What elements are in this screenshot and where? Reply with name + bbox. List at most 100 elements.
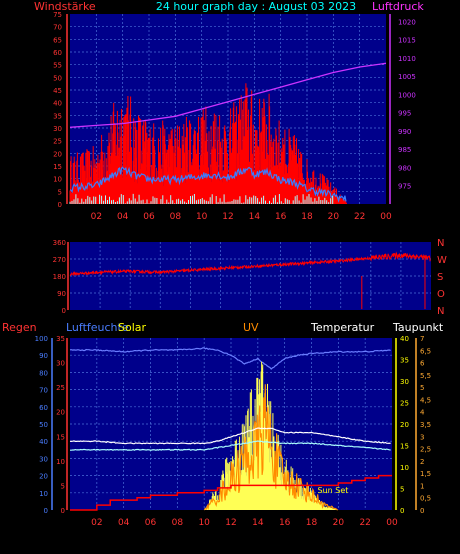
wind-average-series: [69, 166, 347, 203]
temperature-tick-label: 40: [400, 335, 409, 343]
wind-min-series: [69, 193, 334, 204]
temperature-tick-label: 30: [400, 378, 409, 386]
wind-tick-label: 60: [53, 49, 62, 57]
x-tick-label: 14: [252, 518, 264, 528]
rain-tick-label: 35: [56, 335, 65, 343]
wind-tick-label: 70: [53, 24, 62, 32]
humidity-tick-label: 0: [44, 507, 48, 515]
x-tick-label: 16: [275, 212, 287, 222]
wind-tick-label: 30: [53, 125, 62, 133]
uv-tick-label: 2,5: [420, 446, 431, 454]
pressure-axis-title: Luftdruck: [372, 0, 424, 13]
uv-series: [203, 384, 338, 511]
temperature-tick-label: 15: [400, 443, 409, 451]
uv-tick-label: 6: [420, 360, 425, 368]
luftfeuchte-label: Luftfeuchte: [66, 321, 129, 334]
x-tick-label: 12: [222, 212, 233, 222]
x-tick-label: 06: [143, 212, 155, 222]
pressure-tick-label: 990: [398, 128, 411, 136]
x-tick-label: 18: [306, 518, 318, 528]
wind-tick-label: 40: [53, 100, 62, 108]
uv-label: UV: [243, 321, 259, 334]
direction-compass-label: S: [437, 272, 443, 283]
humidity-tick-label: 20: [39, 473, 48, 481]
x-tick-label: 08: [170, 212, 182, 222]
dewpoint-series: [70, 440, 391, 451]
uv-tick-label: 5,5: [420, 372, 431, 380]
pressure-tick-label: 1010: [398, 55, 416, 63]
pressure-tick-label: 975: [398, 183, 411, 191]
direction-compass-label: O: [437, 289, 445, 300]
wind-tick-label: 10: [53, 176, 62, 184]
wind-tick-label: 45: [53, 87, 62, 95]
x-tick-label: 02: [91, 518, 102, 528]
x-tick-label: 00: [386, 518, 398, 528]
rain-tick-label: 0: [61, 507, 65, 515]
pressure-tick-label: 1015: [398, 37, 416, 45]
x-tick-label: 16: [279, 518, 291, 528]
pressure-tick-label: 1020: [398, 18, 416, 26]
x-tick-label: 18: [301, 212, 313, 222]
x-tick-label: 06: [145, 518, 157, 528]
humidity-tick-label: 100: [35, 335, 48, 343]
x-tick-label: 08: [172, 518, 184, 528]
uv-tick-label: 1,5: [420, 470, 431, 478]
direction-tick-label: 270: [53, 256, 66, 264]
wind-tick-label: 35: [53, 112, 62, 120]
direction-compass-label: W: [437, 255, 447, 266]
wind-pressure-panel: 0510152025303540455055606570759759809859…: [53, 11, 416, 222]
humidity-tick-label: 30: [39, 455, 48, 463]
x-tick-label: 20: [333, 518, 345, 528]
uv-tick-label: 7: [420, 335, 424, 343]
x-tick-label: 04: [118, 518, 130, 528]
rain-tick-label: 10: [56, 458, 65, 466]
uv-tick-label: 4,5: [420, 396, 431, 404]
humidity-tick-label: 50: [39, 421, 48, 429]
humidity-tick-label: 10: [39, 490, 48, 498]
temperature-tick-label: 0: [400, 507, 404, 515]
humidity-tick-label: 70: [39, 387, 48, 395]
uv-tick-label: 0,5: [420, 495, 431, 503]
uv-tick-label: 0: [420, 507, 424, 515]
humidity-series: [69, 347, 391, 370]
direction-tick-label: 90: [57, 290, 66, 298]
x-tick-label: 22: [359, 518, 370, 528]
uv-tick-label: 6,5: [420, 347, 431, 355]
wind-tick-label: 55: [53, 62, 62, 70]
chart-title: 24 hour graph day : August 03 2023: [156, 0, 356, 13]
humidity-tick-label: 60: [39, 404, 48, 412]
direction-tick-label: 360: [53, 239, 66, 247]
uv-tick-label: 1: [420, 482, 424, 490]
pressure-series: [69, 62, 387, 128]
x-tick-label: 10: [198, 518, 210, 528]
temperature-tick-label: 25: [400, 400, 409, 408]
rain-tick-label: 5: [61, 482, 65, 490]
wind-tick-label: 65: [53, 36, 62, 44]
pressure-tick-label: 980: [398, 164, 411, 172]
x-tick-label: 12: [225, 518, 236, 528]
solar-label: Solar: [118, 321, 147, 334]
pressure-tick-label: 985: [398, 146, 411, 154]
x-tick-label: 14: [249, 212, 261, 222]
wind-series: [69, 83, 347, 204]
sun-set-label: Sun Set: [318, 486, 349, 495]
uv-tick-label: 3: [420, 433, 424, 441]
wind-tick-label: 0: [58, 201, 62, 209]
rain-tick-label: 20: [56, 409, 65, 417]
wind-tick-label: 75: [53, 11, 62, 19]
temperature-tick-label: 5: [400, 486, 404, 494]
temperature-tick-label: 35: [400, 357, 409, 365]
rain-tick-label: 30: [56, 360, 65, 368]
humidity-tick-label: 90: [39, 352, 48, 360]
humidity-tick-label: 40: [39, 438, 48, 446]
x-tick-label: 04: [117, 212, 129, 222]
wind-tick-label: 50: [53, 74, 62, 82]
direction-tick-label: 180: [53, 273, 66, 281]
rain-series: [70, 474, 392, 511]
wind-tick-label: 25: [53, 138, 62, 146]
direction-series: [69, 251, 431, 277]
uv-tick-label: 2: [420, 458, 424, 466]
x-tick-label: 00: [380, 212, 392, 222]
